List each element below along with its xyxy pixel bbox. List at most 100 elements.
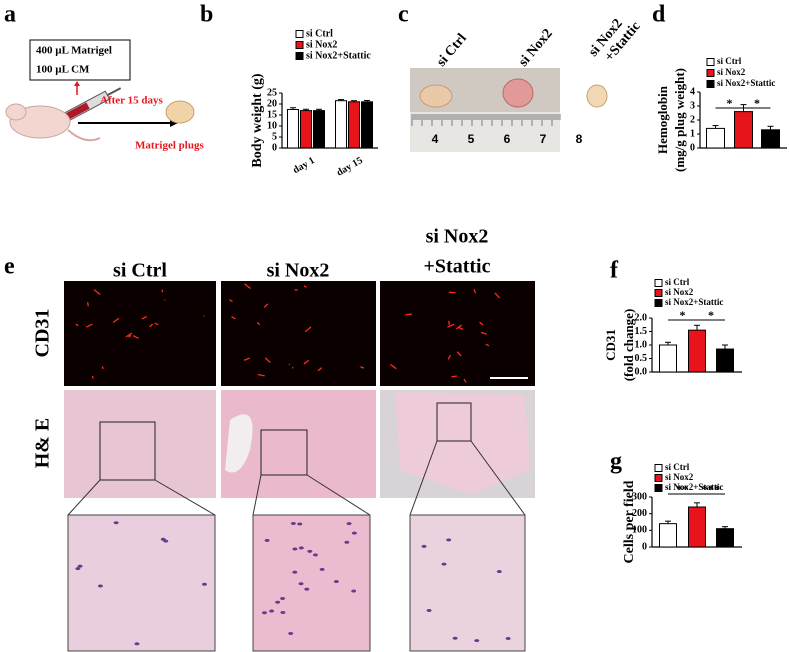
- speck: [154, 322, 159, 326]
- bar: [659, 344, 677, 373]
- legend-swatch: [706, 69, 715, 77]
- x-tick-label: day 15: [335, 155, 365, 179]
- nucleus: [280, 610, 286, 614]
- speck: [85, 323, 93, 328]
- legend-label: si Nox2+Stattic: [665, 482, 723, 492]
- y-tick-label: 0: [272, 142, 277, 153]
- speck: [112, 317, 120, 324]
- column-title: +Stattic: [424, 256, 491, 278]
- nucleus: [275, 600, 281, 604]
- row-label: H& E: [32, 418, 54, 469]
- speck: [132, 335, 139, 339]
- column-title: si Nox2: [267, 260, 330, 282]
- nucleus: [496, 570, 502, 574]
- nucleus: [298, 582, 304, 586]
- group-label: si Ctrl: [434, 31, 470, 70]
- y-tick-label: 5: [272, 131, 277, 142]
- speck: [448, 291, 456, 294]
- legend-swatch: [706, 58, 715, 66]
- y-axis-label: (mg/g plug weight): [672, 68, 687, 172]
- panel-letter: b: [200, 2, 213, 28]
- ruler-number: 7: [540, 132, 547, 146]
- speck: [86, 302, 89, 307]
- y-tick-label: 1.5: [635, 326, 648, 337]
- significance-label: *: [754, 96, 760, 110]
- y-tick-label: 200: [632, 508, 647, 519]
- bar: [300, 110, 312, 149]
- nucleus: [474, 639, 480, 643]
- panel-letter: e: [4, 254, 15, 280]
- nucleus: [113, 521, 119, 525]
- he-space: [225, 414, 253, 473]
- nucleus: [344, 540, 350, 544]
- speck: [93, 289, 101, 295]
- nucleus: [97, 584, 103, 588]
- bar: [361, 101, 373, 149]
- legend-swatch: [654, 289, 663, 297]
- bar: [688, 506, 706, 548]
- speck: [231, 316, 236, 320]
- group-label: si Nox2: [516, 26, 556, 69]
- speck: [473, 289, 477, 294]
- speck: [75, 323, 79, 327]
- nucleus: [163, 539, 169, 543]
- speck: [479, 321, 484, 326]
- plug: [586, 84, 608, 108]
- ruler-number: 4: [432, 132, 439, 146]
- nucleus: [290, 521, 296, 525]
- zoom-image: [409, 514, 526, 652]
- speck: [263, 303, 269, 308]
- y-axis-label: Cells per field: [622, 480, 637, 563]
- legend-swatch: [654, 484, 663, 492]
- y-tick-label: 4: [690, 86, 695, 97]
- panel-letter: g: [610, 449, 622, 475]
- nucleus: [312, 553, 318, 557]
- bar: [335, 100, 347, 149]
- y-tick-label: 15: [267, 109, 277, 120]
- legend-swatch: [706, 80, 715, 88]
- legend-label: si Ctrl: [717, 56, 742, 66]
- he-tissue: [395, 392, 530, 495]
- panel-letter: c: [398, 2, 409, 28]
- legend-label: si Nox2: [665, 472, 694, 482]
- speck: [360, 366, 365, 369]
- significance-label: **: [677, 482, 689, 496]
- plug: [502, 78, 534, 108]
- cd31-image: [64, 281, 216, 386]
- speck: [494, 292, 501, 299]
- bar: [313, 110, 325, 149]
- y-tick-label: 1.0: [635, 339, 648, 350]
- y-tick-label: 1: [690, 128, 695, 139]
- nucleus: [421, 544, 427, 548]
- zoom-box: [436, 402, 472, 442]
- nucleus: [441, 562, 447, 566]
- bar: [348, 101, 360, 149]
- speck: [451, 375, 457, 378]
- nucleus: [134, 642, 140, 646]
- y-tick-label: 100: [632, 525, 647, 536]
- x-tick-label: day 1: [291, 155, 316, 176]
- legend-label: si Nox2+Stattic: [665, 297, 723, 307]
- y-tick-label: 300: [632, 491, 647, 502]
- legend-swatch: [654, 299, 663, 307]
- legend-swatch: [654, 474, 663, 482]
- speck: [91, 375, 94, 379]
- speck: [288, 363, 291, 366]
- speck: [125, 332, 133, 338]
- nucleus: [261, 611, 267, 615]
- speck: [149, 323, 154, 328]
- significance-label: *: [727, 96, 733, 110]
- legend-swatch: [654, 464, 663, 472]
- speck: [303, 285, 307, 288]
- nucleus: [426, 608, 432, 612]
- nucleus: [346, 522, 352, 526]
- legend-swatch: [295, 52, 304, 60]
- mouse-tail: [67, 129, 101, 142]
- significance-label: *: [680, 308, 686, 322]
- speck: [456, 351, 462, 357]
- nucleus: [333, 580, 339, 584]
- ruler-ticks: 4 5 6 7 8: [411, 114, 583, 146]
- panel-letter: f: [610, 258, 619, 284]
- cd31-image: [380, 281, 535, 386]
- box-line: 400 µL Matrigel: [36, 45, 112, 57]
